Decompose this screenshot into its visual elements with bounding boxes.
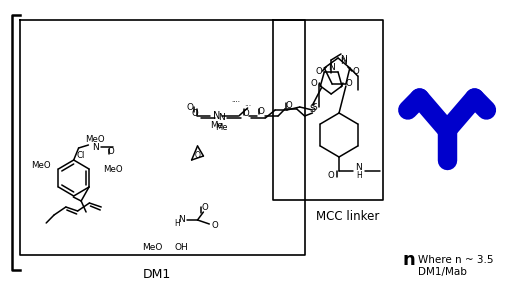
Text: MeO: MeO <box>103 166 123 174</box>
Text: O: O <box>315 68 322 76</box>
Text: O: O <box>328 170 335 180</box>
Text: DM1: DM1 <box>143 268 171 281</box>
Text: O: O <box>258 107 265 117</box>
Text: O: O <box>186 103 193 113</box>
Text: O: O <box>242 109 249 117</box>
Text: O: O <box>353 68 359 76</box>
Text: MeO: MeO <box>142 243 162 253</box>
Text: ...: ... <box>244 99 251 109</box>
Text: N: N <box>213 111 220 121</box>
Text: S: S <box>312 103 317 111</box>
Text: N: N <box>92 142 99 152</box>
Text: H: H <box>174 219 180 227</box>
Text: O: O <box>345 80 352 89</box>
Text: O: O <box>108 148 114 156</box>
Text: Cl: Cl <box>77 150 85 160</box>
Text: O: O <box>195 150 200 160</box>
Text: Where n ~ 3.5
DM1/Mab: Where n ~ 3.5 DM1/Mab <box>417 255 493 277</box>
Text: Me: Me <box>215 123 227 133</box>
Text: MeO: MeO <box>85 135 105 144</box>
Text: n: n <box>403 251 415 269</box>
Text: OH: OH <box>175 243 189 253</box>
Text: O: O <box>191 109 198 117</box>
Text: MCC linker: MCC linker <box>316 210 380 223</box>
Text: N: N <box>355 164 362 172</box>
Text: O: O <box>286 101 292 111</box>
Text: N: N <box>340 54 347 64</box>
Text: O: O <box>212 221 219 229</box>
Text: S: S <box>310 104 316 114</box>
Text: N: N <box>218 113 224 123</box>
Text: N: N <box>328 64 335 72</box>
Text: ....: .... <box>231 97 240 103</box>
Text: O: O <box>201 203 208 211</box>
Text: Me: Me <box>210 121 223 131</box>
Text: N: N <box>178 215 185 225</box>
Text: O: O <box>310 80 317 89</box>
Text: N: N <box>340 56 347 66</box>
Text: H: H <box>356 170 362 180</box>
Text: MeO: MeO <box>31 162 51 170</box>
